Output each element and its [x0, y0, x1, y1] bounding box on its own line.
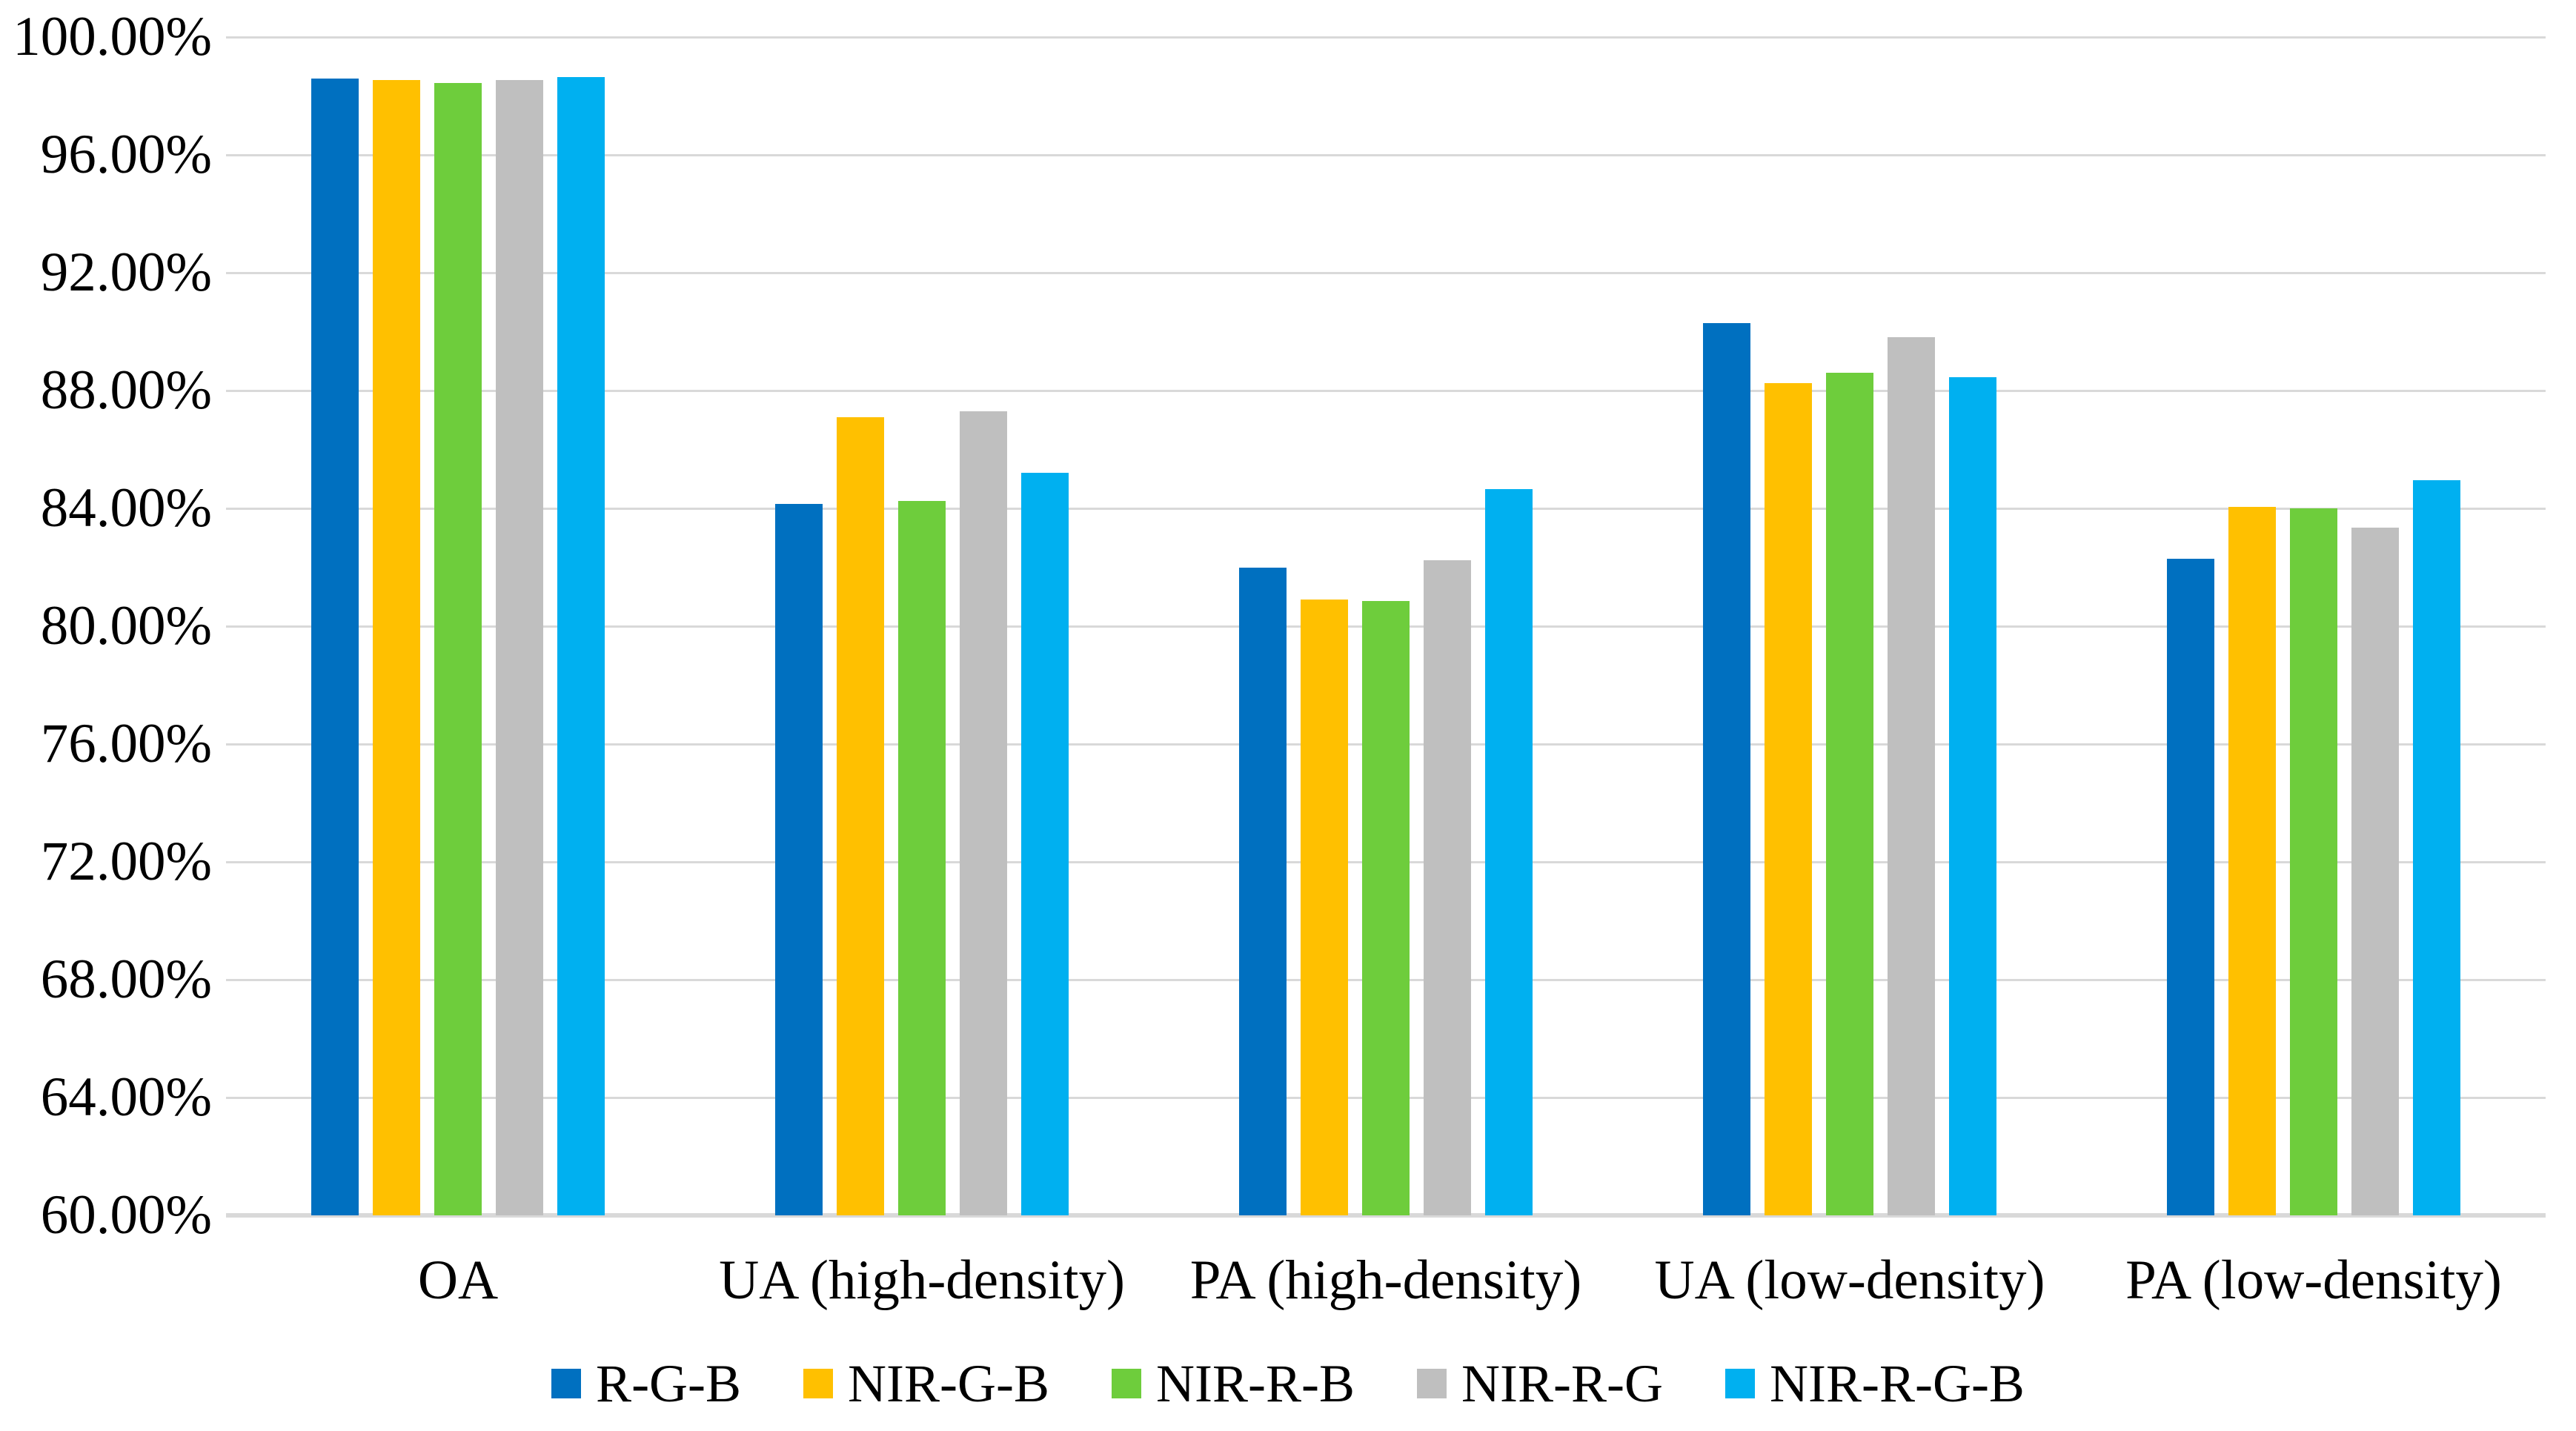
bar-nir-r-g-b-ua-low-density — [1949, 377, 1996, 1215]
x-category-label: OA — [417, 1249, 499, 1311]
y-tick-label: 88.00% — [40, 359, 212, 421]
y-tick-label: 60.00% — [40, 1184, 212, 1246]
legend-entry-nir-g-b: NIR-G-B — [803, 1354, 1049, 1413]
bar-r-g-b-pa-low-density — [2167, 558, 2214, 1215]
bar-r-g-b-oa — [311, 78, 359, 1215]
bar-nir-r-g-ua-low-density — [1888, 337, 1935, 1215]
bar-nir-r-b-pa-low-density — [2290, 508, 2337, 1215]
legend-marker-r-g-b — [551, 1369, 582, 1398]
legend-marker-nir-r-g-b — [1724, 1369, 1755, 1398]
bar-nir-g-b-ua-low-density — [1765, 383, 1812, 1215]
x-category-label: UA (low-density) — [1654, 1249, 2045, 1311]
y-tick-label: 76.00% — [40, 713, 212, 774]
gridline-92 — [226, 272, 2546, 274]
legend-label: NIR-R-G — [1461, 1354, 1663, 1413]
gridline-96 — [226, 154, 2546, 156]
legend-label: NIR-G-B — [848, 1354, 1050, 1413]
bar-nir-g-b-pa-low-density — [2228, 507, 2276, 1215]
gridline-100 — [226, 36, 2546, 39]
bar-nir-r-b-ua-low-density — [1826, 373, 1873, 1215]
legend-entry-nir-r-b: NIR-R-B — [1112, 1354, 1355, 1413]
bar-nir-r-b-pa-high-density — [1362, 601, 1410, 1215]
legend-entry-nir-r-g: NIR-R-G — [1417, 1354, 1663, 1413]
bar-group-ua-high-density — [690, 37, 1154, 1215]
bar-nir-g-b-ua-high-density — [837, 416, 884, 1215]
bar-group-pa-low-density — [2082, 37, 2546, 1215]
legend-marker-nir-r-b — [1112, 1369, 1142, 1398]
gridline-88 — [226, 390, 2546, 392]
legend-entry-r-g-b: R-G-B — [551, 1354, 741, 1413]
bar-nir-g-b-pa-high-density — [1301, 600, 1348, 1215]
bar-group-pa-high-density — [1154, 37, 1618, 1215]
bar-nir-r-g-b-pa-low-density — [2413, 480, 2460, 1215]
y-tick-label: 84.00% — [40, 477, 212, 539]
bar-group-ua-low-density — [1618, 37, 2082, 1215]
bar-nir-r-g-oa — [496, 79, 543, 1215]
legend: R-G-B NIR-G-B NIR-R-B NIR-R-G NIR-R-G-B — [0, 1343, 2576, 1424]
bar-nir-r-g-pa-low-density — [2351, 527, 2399, 1215]
legend-marker-nir-g-b — [803, 1369, 834, 1398]
y-tick-label: 64.00% — [40, 1066, 212, 1128]
bar-r-g-b-pa-high-density — [1239, 567, 1287, 1215]
bar-nir-g-b-oa — [373, 79, 420, 1215]
legend-label: NIR-R-G-B — [1769, 1354, 2025, 1413]
legend-label: NIR-R-B — [1156, 1354, 1355, 1413]
bar-nir-r-g-ua-high-density — [960, 411, 1007, 1215]
bar-nir-r-b-oa — [434, 82, 482, 1215]
x-axis-line — [226, 1213, 2546, 1218]
y-tick-label: 92.00% — [40, 242, 212, 303]
legend-label: R-G-B — [596, 1354, 742, 1413]
y-tick-label: 80.00% — [40, 595, 212, 657]
y-tick-label: 72.00% — [40, 831, 212, 892]
y-tick-label: 96.00% — [40, 124, 212, 185]
y-tick-label: 68.00% — [40, 949, 212, 1010]
bar-nir-r-g-b-ua-high-density — [1021, 473, 1069, 1215]
bar-group-oa — [226, 37, 690, 1215]
x-category-label: PA (high-density) — [1189, 1249, 1582, 1311]
y-tick-label: 100.00% — [13, 6, 212, 67]
bar-nir-r-b-ua-high-density — [898, 501, 946, 1215]
x-category-label: PA (low-density) — [2125, 1249, 2502, 1311]
bar-nir-r-g-b-pa-high-density — [1485, 489, 1533, 1215]
bar-r-g-b-ua-high-density — [775, 504, 823, 1215]
bar-nir-r-g-b-oa — [557, 76, 605, 1215]
bar-nir-r-g-pa-high-density — [1424, 560, 1471, 1215]
legend-entry-nir-r-g-b: NIR-R-G-B — [1724, 1354, 2025, 1413]
bar-r-g-b-ua-low-density — [1703, 322, 1750, 1215]
gridline-84 — [226, 508, 2546, 510]
legend-marker-nir-r-g — [1417, 1369, 1447, 1398]
x-category-label: UA (high-density) — [719, 1249, 1125, 1311]
